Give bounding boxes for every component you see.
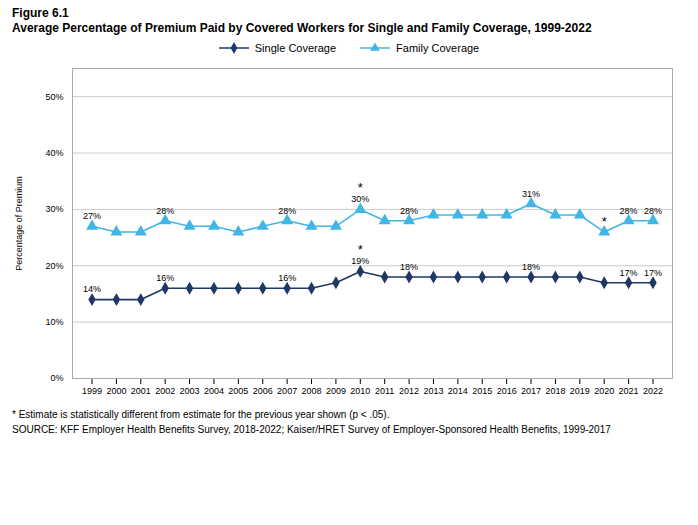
svg-text:2021: 2021 <box>619 386 639 396</box>
svg-text:40%: 40% <box>45 148 63 158</box>
svg-text:2004: 2004 <box>204 386 224 396</box>
svg-text:50%: 50% <box>45 92 63 102</box>
svg-text:2010: 2010 <box>350 386 370 396</box>
svg-text:10%: 10% <box>45 317 63 327</box>
svg-text:*: * <box>602 214 607 229</box>
svg-text:2011: 2011 <box>375 386 394 396</box>
svg-text:2018: 2018 <box>545 386 565 396</box>
html-text:* Estimate is statistically di: * Estimate is statistically different fr… <box>12 409 390 420</box>
svg-text:17%: 17% <box>644 268 662 278</box>
html-text:SOURCE: KFF Employer Health Be: SOURCE: KFF Employer Health Benefits Sur… <box>12 424 611 435</box>
svg-text:2006: 2006 <box>253 386 273 396</box>
svg-text:18%: 18% <box>400 262 418 272</box>
svg-text:Percentage of Premium: Percentage of Premium <box>14 176 24 271</box>
html-text:Family Coverage: Family Coverage <box>396 42 480 54</box>
svg-text:2015: 2015 <box>472 386 492 396</box>
svg-text:2020: 2020 <box>594 386 614 396</box>
svg-text:16%: 16% <box>156 273 174 283</box>
svg-text:0%: 0% <box>50 373 63 383</box>
svg-text:30%: 30% <box>45 204 63 214</box>
svg-text:2022: 2022 <box>643 386 663 396</box>
svg-text:28%: 28% <box>644 206 662 216</box>
svg-text:18%: 18% <box>522 262 540 272</box>
svg-text:27%: 27% <box>83 211 101 221</box>
svg-text:2008: 2008 <box>302 386 322 396</box>
svg-text:31%: 31% <box>522 189 540 199</box>
svg-text:2001: 2001 <box>131 386 151 396</box>
svg-text:17%: 17% <box>620 268 638 278</box>
svg-text:2005: 2005 <box>228 386 248 396</box>
svg-text:2007: 2007 <box>277 386 297 396</box>
svg-text:*: * <box>358 180 363 195</box>
svg-text:30%: 30% <box>351 194 369 204</box>
svg-text:2000: 2000 <box>106 386 126 396</box>
svg-text:2002: 2002 <box>155 386 175 396</box>
svg-text:2014: 2014 <box>448 386 468 396</box>
svg-text:2003: 2003 <box>180 386 200 396</box>
svg-text:2009: 2009 <box>326 386 346 396</box>
svg-text:2016: 2016 <box>497 386 517 396</box>
html-text:Single Coverage: Single Coverage <box>254 42 337 54</box>
svg-text:16%: 16% <box>278 273 296 283</box>
svg-text:28%: 28% <box>620 206 638 216</box>
svg-text:20%: 20% <box>45 261 63 271</box>
svg-text:*: * <box>358 242 363 257</box>
svg-text:28%: 28% <box>400 206 418 216</box>
svg-text:2019: 2019 <box>570 386 590 396</box>
svg-text:1999: 1999 <box>82 386 102 396</box>
svg-text:14%: 14% <box>83 284 101 294</box>
html-text:Average Percentage of Premium: Average Percentage of Premium Paid by Co… <box>12 21 592 35</box>
svg-text:2013: 2013 <box>423 386 443 396</box>
svg-text:19%: 19% <box>351 256 369 266</box>
svg-text:2012: 2012 <box>399 386 419 396</box>
svg-text:28%: 28% <box>156 206 174 216</box>
html-text:Figure 6.1: Figure 6.1 <box>12 6 69 20</box>
svg-text:28%: 28% <box>278 206 296 216</box>
svg-text:2017: 2017 <box>521 386 541 396</box>
